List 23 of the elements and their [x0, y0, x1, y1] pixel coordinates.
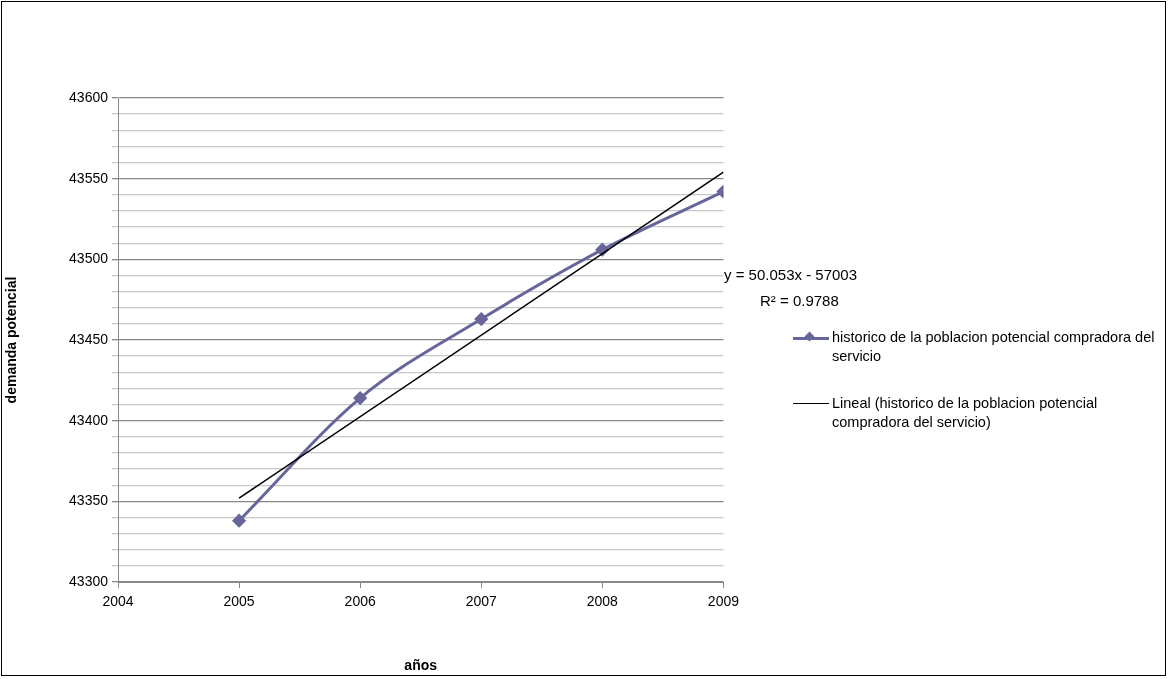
y-axis-title: demanda potencial: [3, 276, 20, 404]
point: [474, 312, 488, 326]
y-tick-label: 43400: [69, 411, 109, 428]
legend-label: Lineal (historico de la poblacion potencial compradora del servicio): [832, 394, 1099, 432]
text: y = 50.053x - 57003: [724, 265, 858, 285]
point: [232, 514, 246, 528]
y-tick-label: 43450: [69, 330, 109, 347]
point: [595, 243, 609, 257]
x-tick-label: 2007: [465, 593, 498, 610]
text: R² = 0.9788: [759, 291, 840, 311]
x-tick-label: 2004: [102, 593, 134, 610]
y-tick-label: 43350: [69, 492, 109, 509]
y-tick-label: 43300: [69, 572, 109, 589]
y-tick-label: 43500: [69, 250, 109, 267]
legend-label: historico de la poblacion potencial compradora del servicio: [832, 328, 1156, 366]
x-tick-label: 2006: [344, 593, 376, 610]
y-tick-label: 43600: [69, 88, 109, 105]
x-tick-label: 2009: [707, 593, 740, 610]
point: [353, 391, 367, 405]
x-tick-label: 2008: [586, 593, 619, 610]
x-axis-title: años: [404, 657, 438, 674]
y-tick-label: 43550: [69, 169, 109, 186]
x-tick-label: 2005: [223, 593, 255, 610]
